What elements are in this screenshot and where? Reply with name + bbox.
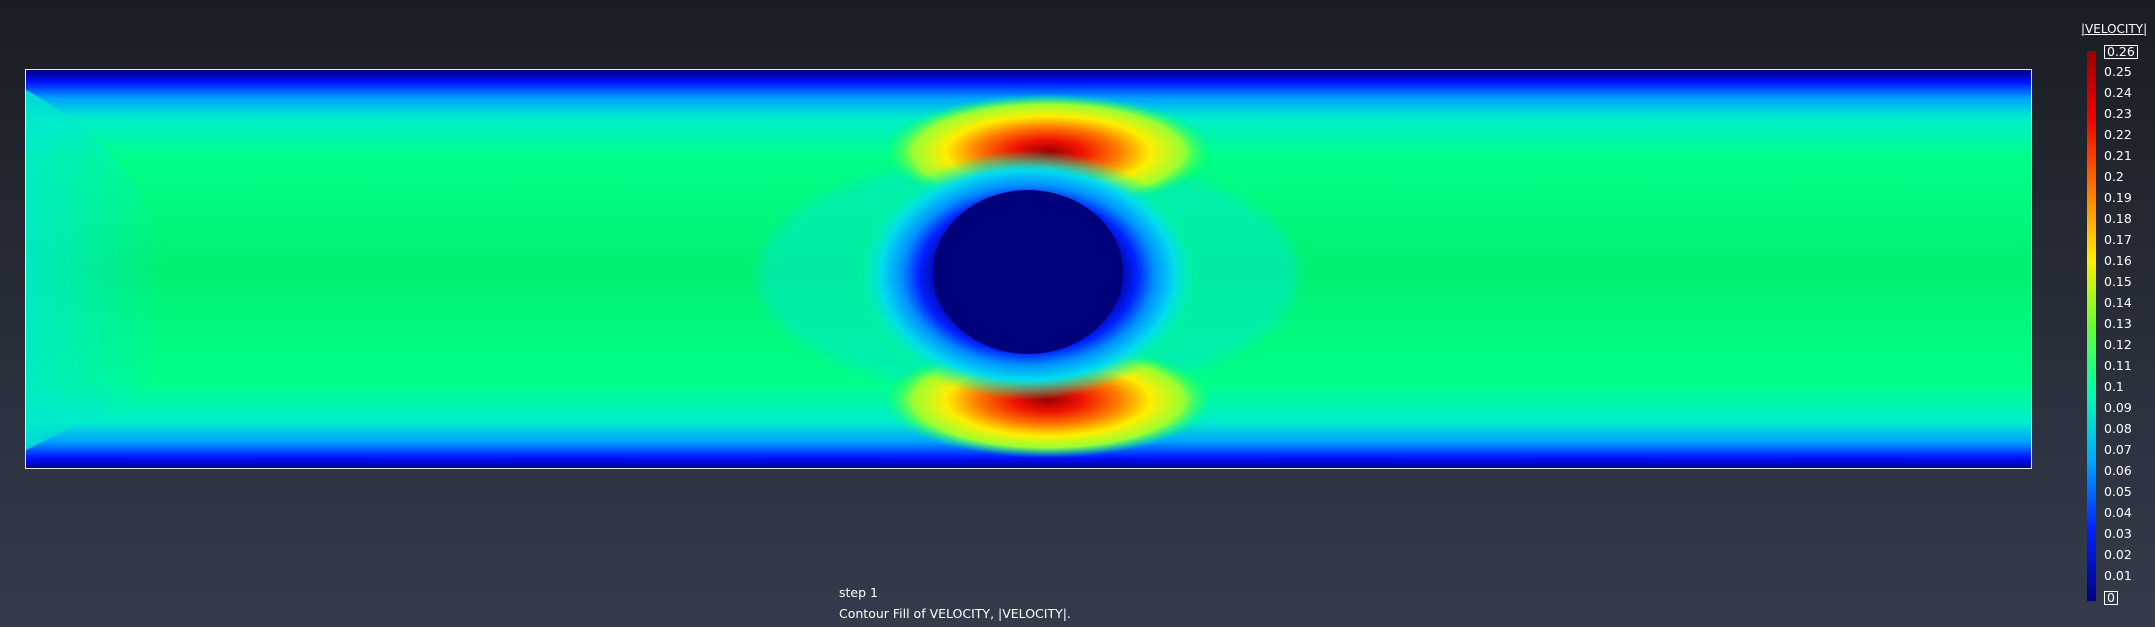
legend-title: |VELOCITY| [2081, 22, 2148, 36]
legend-tick-label: 0.01 [2104, 568, 2132, 583]
legend-tick-label: 0.06 [2104, 463, 2132, 478]
legend-tick-label: 0.21 [2104, 148, 2132, 163]
legend-tick-label: 0.12 [2104, 337, 2132, 352]
legend-tick-label: 0.2 [2104, 169, 2124, 184]
legend-tick-label: 0.02 [2104, 547, 2132, 562]
legend-tick-label: 0.19 [2104, 190, 2132, 205]
legend-tick-label: 0.05 [2104, 484, 2132, 499]
legend-tick-label: 0.25 [2104, 64, 2132, 79]
obstacle-core [933, 190, 1123, 354]
legend-tick-label: 0.1 [2104, 379, 2124, 394]
legend-tick-label: 0.24 [2104, 85, 2132, 100]
legend-tick-label: 0.18 [2104, 211, 2132, 226]
legend-tick-label: 0.15 [2104, 274, 2132, 289]
legend-tick-label: 0 [2104, 591, 2118, 605]
legend-tick-label: 0.13 [2104, 316, 2132, 331]
legend-tick-label: 0.03 [2104, 526, 2132, 541]
inlet-region [26, 90, 167, 450]
legend-tick-label: 0.09 [2104, 400, 2132, 415]
legend-tick-label: 0.14 [2104, 295, 2132, 310]
caption: step 1 Contour Fill of VELOCITY, |VELOCI… [839, 582, 1071, 624]
step-label: step 1 [839, 585, 878, 600]
legend-tick-label: 0.07 [2104, 442, 2132, 457]
legend-tick-label: 0.22 [2104, 127, 2132, 142]
legend-tick-label: 0.26 [2104, 45, 2138, 59]
legend-tick-label: 0.23 [2104, 106, 2132, 121]
color-scale-bar [2087, 51, 2096, 601]
legend-tick-label: 0.11 [2104, 358, 2132, 373]
legend-tick-label: 0.04 [2104, 505, 2132, 520]
contour-description: Contour Fill of VELOCITY, |VELOCITY|. [839, 606, 1071, 621]
legend-tick-label: 0.17 [2104, 232, 2132, 247]
legend-tick-label: 0.16 [2104, 253, 2132, 268]
contour-plot-domain[interactable] [25, 69, 2032, 469]
legend-tick-label: 0.08 [2104, 421, 2132, 436]
velocity-contour-fill [26, 70, 2031, 468]
